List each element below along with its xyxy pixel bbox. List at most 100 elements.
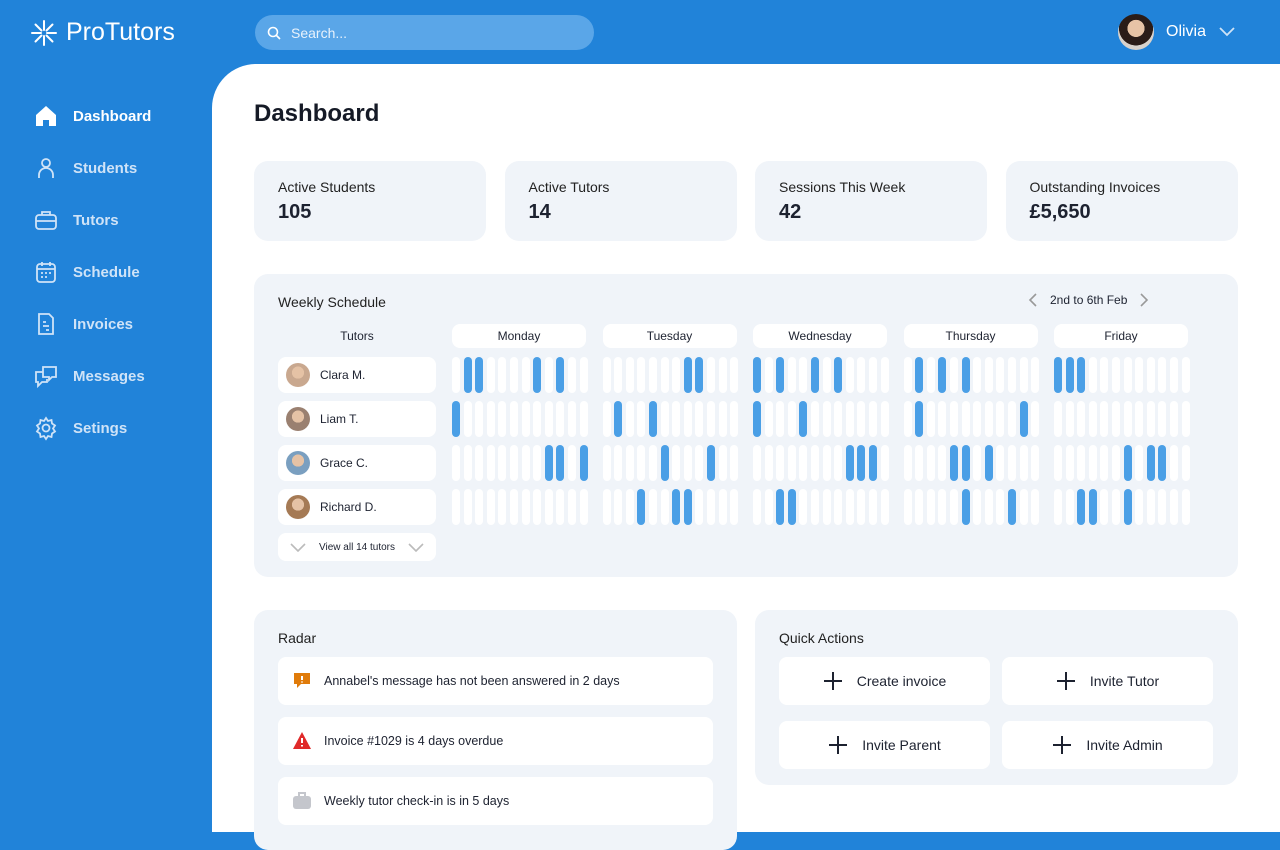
free-slot[interactable] <box>660 357 669 393</box>
free-slot[interactable] <box>973 445 982 481</box>
free-slot[interactable] <box>926 401 935 437</box>
free-slot[interactable] <box>486 401 495 437</box>
free-slot[interactable] <box>949 489 958 525</box>
free-slot[interactable] <box>568 445 576 481</box>
booked-slot[interactable] <box>1123 445 1132 481</box>
booked-slot[interactable] <box>614 401 623 437</box>
free-slot[interactable] <box>938 445 947 481</box>
free-slot[interactable] <box>544 489 553 525</box>
free-slot[interactable] <box>556 401 565 437</box>
free-slot[interactable] <box>869 401 877 437</box>
free-slot[interactable] <box>1007 445 1016 481</box>
free-slot[interactable] <box>614 489 623 525</box>
free-slot[interactable] <box>949 401 958 437</box>
booked-slot[interactable] <box>1158 445 1167 481</box>
free-slot[interactable] <box>1112 445 1120 481</box>
free-slot[interactable] <box>880 357 889 393</box>
free-slot[interactable] <box>521 445 530 481</box>
logo[interactable]: ProTutors <box>30 18 175 47</box>
free-slot[interactable] <box>764 445 773 481</box>
free-slot[interactable] <box>498 401 507 437</box>
free-slot[interactable] <box>903 489 912 525</box>
free-slot[interactable] <box>486 357 495 393</box>
free-slot[interactable] <box>973 401 982 437</box>
tutor-row[interactable]: Liam T. <box>278 401 436 437</box>
free-slot[interactable] <box>880 445 889 481</box>
booked-slot[interactable] <box>1054 357 1062 393</box>
free-slot[interactable] <box>648 445 657 481</box>
free-slot[interactable] <box>1112 357 1120 393</box>
free-slot[interactable] <box>1123 401 1132 437</box>
free-slot[interactable] <box>1100 489 1109 525</box>
free-slot[interactable] <box>845 401 854 437</box>
free-slot[interactable] <box>637 401 646 437</box>
booked-slot[interactable] <box>776 489 785 525</box>
booked-slot[interactable] <box>961 489 970 525</box>
radar-item[interactable]: Annabel's message has not been answered … <box>278 657 713 705</box>
free-slot[interactable] <box>463 489 472 525</box>
free-slot[interactable] <box>1054 445 1062 481</box>
free-slot[interactable] <box>672 357 681 393</box>
free-slot[interactable] <box>1170 445 1178 481</box>
free-slot[interactable] <box>672 401 681 437</box>
booked-slot[interactable] <box>706 445 715 481</box>
booked-slot[interactable] <box>1123 489 1132 525</box>
free-slot[interactable] <box>533 445 542 481</box>
free-slot[interactable] <box>1170 401 1178 437</box>
search-input[interactable] <box>291 24 571 41</box>
free-slot[interactable] <box>926 489 935 525</box>
free-slot[interactable] <box>1170 357 1178 393</box>
free-slot[interactable] <box>1065 489 1074 525</box>
free-slot[interactable] <box>973 489 982 525</box>
booked-slot[interactable] <box>787 489 796 525</box>
booked-slot[interactable] <box>799 401 808 437</box>
booked-slot[interactable] <box>1019 401 1028 437</box>
sidebar-item-invoices[interactable]: Invoices <box>0 298 212 350</box>
free-slot[interactable] <box>718 357 727 393</box>
free-slot[interactable] <box>614 445 623 481</box>
free-slot[interactable] <box>996 401 1005 437</box>
free-slot[interactable] <box>1007 357 1016 393</box>
free-slot[interactable] <box>1019 445 1028 481</box>
booked-slot[interactable] <box>1077 489 1086 525</box>
free-slot[interactable] <box>764 401 773 437</box>
booked-slot[interactable] <box>776 357 785 393</box>
booked-slot[interactable] <box>811 357 819 393</box>
booked-slot[interactable] <box>1146 445 1155 481</box>
free-slot[interactable] <box>1019 489 1028 525</box>
free-slot[interactable] <box>730 489 739 525</box>
free-slot[interactable] <box>845 489 854 525</box>
free-slot[interactable] <box>602 489 611 525</box>
free-slot[interactable] <box>1135 401 1144 437</box>
free-slot[interactable] <box>602 401 611 437</box>
free-slot[interactable] <box>822 445 831 481</box>
free-slot[interactable] <box>452 357 460 393</box>
free-slot[interactable] <box>475 489 484 525</box>
booked-slot[interactable] <box>961 445 970 481</box>
free-slot[interactable] <box>776 401 785 437</box>
free-slot[interactable] <box>1065 401 1074 437</box>
sidebar-item-schedule[interactable]: Schedule <box>0 246 212 298</box>
free-slot[interactable] <box>648 357 657 393</box>
free-slot[interactable] <box>1088 357 1097 393</box>
free-slot[interactable] <box>475 445 484 481</box>
booked-slot[interactable] <box>1088 489 1097 525</box>
free-slot[interactable] <box>568 489 576 525</box>
free-slot[interactable] <box>568 357 576 393</box>
booked-slot[interactable] <box>683 357 692 393</box>
free-slot[interactable] <box>1054 401 1062 437</box>
free-slot[interactable] <box>1007 401 1016 437</box>
booked-slot[interactable] <box>834 357 843 393</box>
free-slot[interactable] <box>984 489 993 525</box>
booked-slot[interactable] <box>753 401 761 437</box>
free-slot[interactable] <box>1088 445 1097 481</box>
booked-slot[interactable] <box>556 445 565 481</box>
free-slot[interactable] <box>498 489 507 525</box>
free-slot[interactable] <box>718 489 727 525</box>
free-slot[interactable] <box>834 445 843 481</box>
free-slot[interactable] <box>926 445 935 481</box>
free-slot[interactable] <box>510 401 518 437</box>
free-slot[interactable] <box>834 489 843 525</box>
free-slot[interactable] <box>1170 489 1178 525</box>
free-slot[interactable] <box>1031 489 1040 525</box>
